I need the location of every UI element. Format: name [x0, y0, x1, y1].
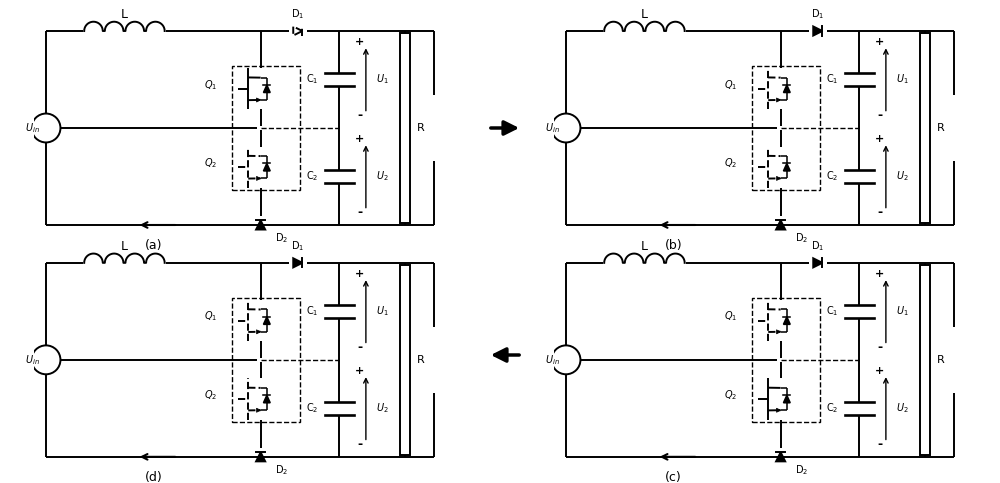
Polygon shape	[776, 176, 781, 181]
Text: (d): (d)	[144, 471, 162, 483]
Polygon shape	[783, 317, 790, 325]
Polygon shape	[776, 452, 785, 461]
Text: U$_{in}$: U$_{in}$	[545, 121, 560, 135]
Bar	[752, 298, 820, 422]
Text: R: R	[936, 123, 944, 133]
Text: U$_2$: U$_2$	[896, 170, 909, 184]
Text: Q$_2$: Q$_2$	[204, 388, 217, 402]
Text: C$_1$: C$_1$	[826, 304, 838, 318]
Polygon shape	[293, 258, 302, 268]
Bar	[752, 66, 820, 190]
Text: Q$_1$: Q$_1$	[724, 78, 737, 92]
Polygon shape	[256, 176, 261, 181]
Text: +: +	[875, 134, 884, 144]
Text: -: -	[357, 438, 362, 451]
Text: D$_1$: D$_1$	[811, 239, 824, 253]
Text: -: -	[357, 109, 362, 122]
Text: -: -	[357, 341, 362, 354]
Text: C$_2$: C$_2$	[826, 401, 838, 415]
Text: C$_2$: C$_2$	[306, 170, 318, 184]
Polygon shape	[256, 330, 261, 334]
Text: Q$_1$: Q$_1$	[724, 310, 737, 324]
Polygon shape	[813, 27, 822, 36]
Polygon shape	[776, 220, 785, 229]
Text: L: L	[641, 8, 648, 21]
Text: L: L	[121, 240, 128, 253]
Polygon shape	[263, 85, 270, 93]
Text: -: -	[357, 206, 362, 219]
Polygon shape	[256, 452, 265, 461]
Text: U$_1$: U$_1$	[896, 72, 909, 86]
Text: -: -	[877, 109, 882, 122]
Text: +: +	[875, 269, 884, 279]
Polygon shape	[776, 98, 781, 102]
Bar	[920, 33, 930, 223]
Text: R: R	[936, 355, 944, 365]
Text: Q$_2$: Q$_2$	[724, 388, 737, 402]
Text: D$_1$: D$_1$	[291, 7, 304, 21]
Text: D$_1$: D$_1$	[811, 7, 824, 21]
Polygon shape	[263, 317, 270, 325]
Text: (c): (c)	[665, 471, 682, 483]
Text: C$_1$: C$_1$	[306, 304, 318, 318]
Polygon shape	[783, 85, 790, 93]
Text: Q$_2$: Q$_2$	[724, 156, 737, 170]
Text: +: +	[355, 269, 364, 279]
Text: D$_2$: D$_2$	[275, 231, 288, 245]
Text: +: +	[355, 366, 364, 376]
Text: D$_2$: D$_2$	[795, 463, 808, 477]
Text: U$_1$: U$_1$	[376, 72, 389, 86]
Text: C$_1$: C$_1$	[826, 72, 838, 86]
Text: U$_1$: U$_1$	[376, 304, 389, 318]
Text: +: +	[875, 37, 884, 47]
Polygon shape	[256, 220, 265, 229]
Text: U$_1$: U$_1$	[896, 304, 909, 318]
Text: -: -	[877, 438, 882, 451]
Text: U$_{in}$: U$_{in}$	[545, 353, 560, 367]
Bar	[920, 265, 930, 455]
Bar	[400, 265, 410, 455]
Text: L: L	[121, 8, 128, 21]
Text: D$_2$: D$_2$	[275, 463, 288, 477]
Text: C$_2$: C$_2$	[826, 170, 838, 184]
Text: Q$_1$: Q$_1$	[204, 78, 217, 92]
Polygon shape	[263, 163, 270, 171]
Text: (a): (a)	[145, 240, 162, 253]
Text: U$_2$: U$_2$	[896, 401, 909, 415]
Bar	[400, 33, 410, 223]
Polygon shape	[256, 98, 261, 102]
Polygon shape	[256, 408, 261, 412]
Text: R: R	[416, 355, 424, 365]
Polygon shape	[293, 27, 302, 36]
Text: U$_2$: U$_2$	[376, 401, 389, 415]
Text: U$_{in}$: U$_{in}$	[25, 353, 40, 367]
Text: -: -	[877, 206, 882, 219]
Text: +: +	[355, 134, 364, 144]
Polygon shape	[776, 330, 781, 334]
Text: C$_2$: C$_2$	[306, 401, 318, 415]
Polygon shape	[783, 395, 790, 403]
Bar	[232, 66, 300, 190]
Text: C$_1$: C$_1$	[306, 72, 318, 86]
Text: +: +	[355, 37, 364, 47]
Text: D$_2$: D$_2$	[795, 231, 808, 245]
Text: Q$_2$: Q$_2$	[204, 156, 217, 170]
Text: (b): (b)	[665, 240, 682, 253]
Text: U$_2$: U$_2$	[376, 170, 389, 184]
Polygon shape	[813, 258, 822, 268]
Text: R: R	[416, 123, 424, 133]
Polygon shape	[783, 163, 790, 171]
Text: D$_1$: D$_1$	[291, 239, 304, 253]
Text: -: -	[877, 341, 882, 354]
Polygon shape	[776, 408, 781, 412]
Text: L: L	[641, 240, 648, 253]
Bar	[232, 298, 300, 422]
Polygon shape	[263, 395, 270, 403]
Text: U$_{in}$: U$_{in}$	[25, 121, 40, 135]
Text: +: +	[875, 366, 884, 376]
Text: Q$_1$: Q$_1$	[204, 310, 217, 324]
